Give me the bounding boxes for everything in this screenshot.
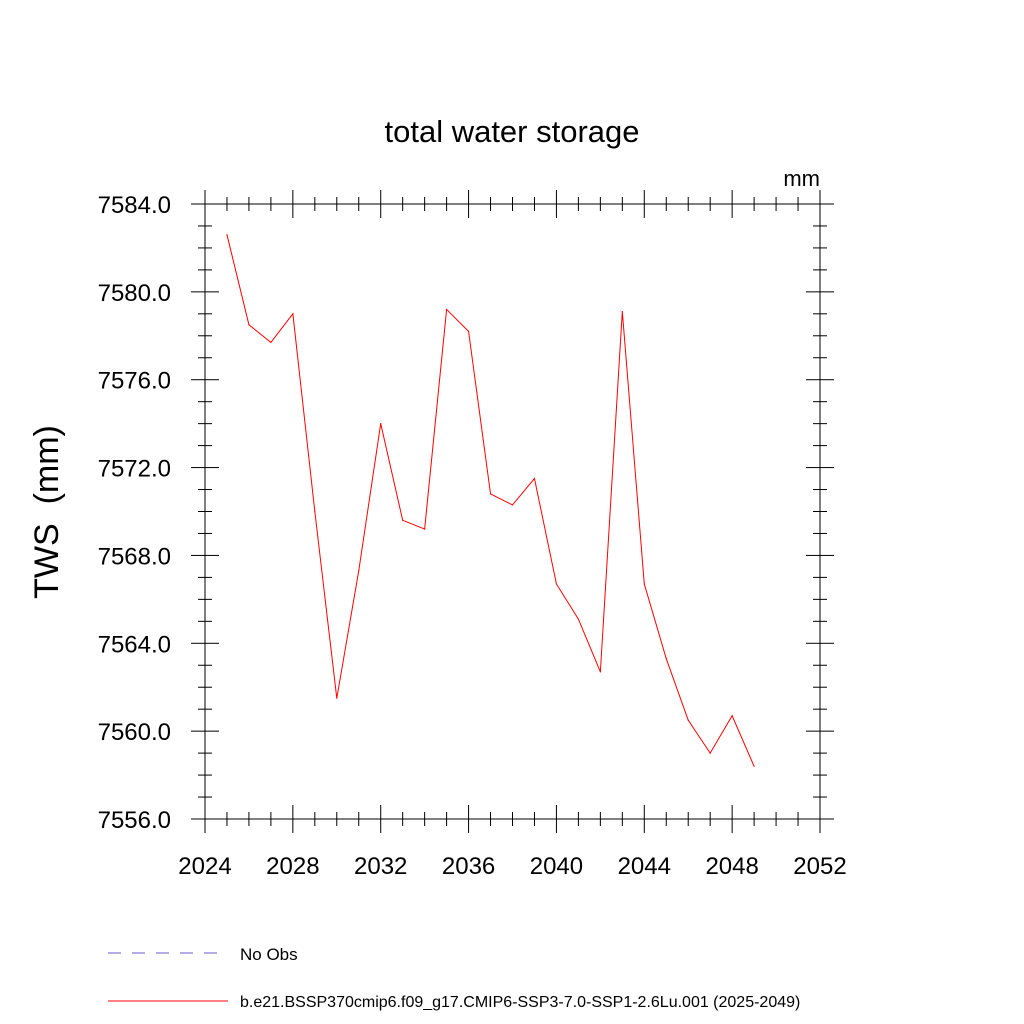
series-point [621, 311, 623, 313]
series-point [643, 583, 645, 585]
x-tick-label: 2048 [705, 853, 758, 880]
series-point [248, 324, 250, 326]
y-axis-ticks: 7556.0 7560.0 7564.0 7568.0 7572.0 7576.0 7580… [98, 192, 834, 834]
chart-title: total water storage [384, 114, 639, 149]
series-point [511, 504, 514, 506]
y-tick-label: 7584.0 [98, 192, 171, 219]
series-point [380, 423, 382, 425]
x-tick-label: 2052 [793, 853, 846, 880]
series-point [533, 477, 536, 480]
series-point [292, 313, 294, 315]
series-point [424, 528, 426, 530]
plot-frame [204, 203, 821, 820]
series-point [314, 510, 316, 513]
series-point [709, 752, 711, 754]
series-line [226, 234, 755, 767]
series-point [555, 583, 558, 585]
x-tick-label: 2032 [354, 853, 407, 880]
y-tick-label: 7564.0 [98, 631, 171, 658]
x-tick-label: 2028 [266, 853, 319, 880]
legend-label-model-run: b.e21.BSSP370cmip6.f09_g17.CMIP6-SSP3-7.… [240, 994, 800, 1011]
x-tick-label: 2036 [442, 853, 495, 880]
legend: No Obs b.e21.BSSP370cmip6.f09_g17.CMIP6-… [108, 945, 800, 1011]
series-layer [226, 234, 755, 767]
series-point [489, 493, 492, 495]
series-point [336, 697, 338, 699]
legend-label-no-obs: No Obs [240, 945, 298, 964]
series-point [577, 618, 579, 620]
x-tick-label: 2044 [618, 853, 671, 880]
series-point [599, 671, 601, 673]
x-tick-label: 2040 [530, 853, 583, 880]
y-tick-label: 7560.0 [98, 719, 171, 746]
y-tick-label: 7556.0 [98, 807, 171, 834]
x-axis-ticks: 2024 2028 2032 2036 2040 2044 2048 2052 [178, 190, 847, 880]
series-point [358, 570, 360, 572]
series-point [467, 330, 470, 332]
series-point [665, 658, 667, 660]
series-point [753, 765, 755, 767]
series-point [226, 234, 228, 236]
series-point [731, 715, 733, 717]
series-point [446, 308, 448, 311]
units-label: mm [783, 166, 820, 191]
x-tick-label: 2024 [178, 853, 231, 880]
y-tick-label: 7568.0 [98, 543, 171, 570]
y-tick-label: 7580.0 [98, 280, 171, 307]
y-tick-label: 7576.0 [98, 368, 171, 395]
y-tick-label: 7572.0 [98, 456, 171, 483]
y-axis-label: TWS (mm) [28, 425, 66, 599]
series-point [687, 719, 689, 721]
series-point [402, 519, 404, 521]
series-point [270, 341, 272, 343]
